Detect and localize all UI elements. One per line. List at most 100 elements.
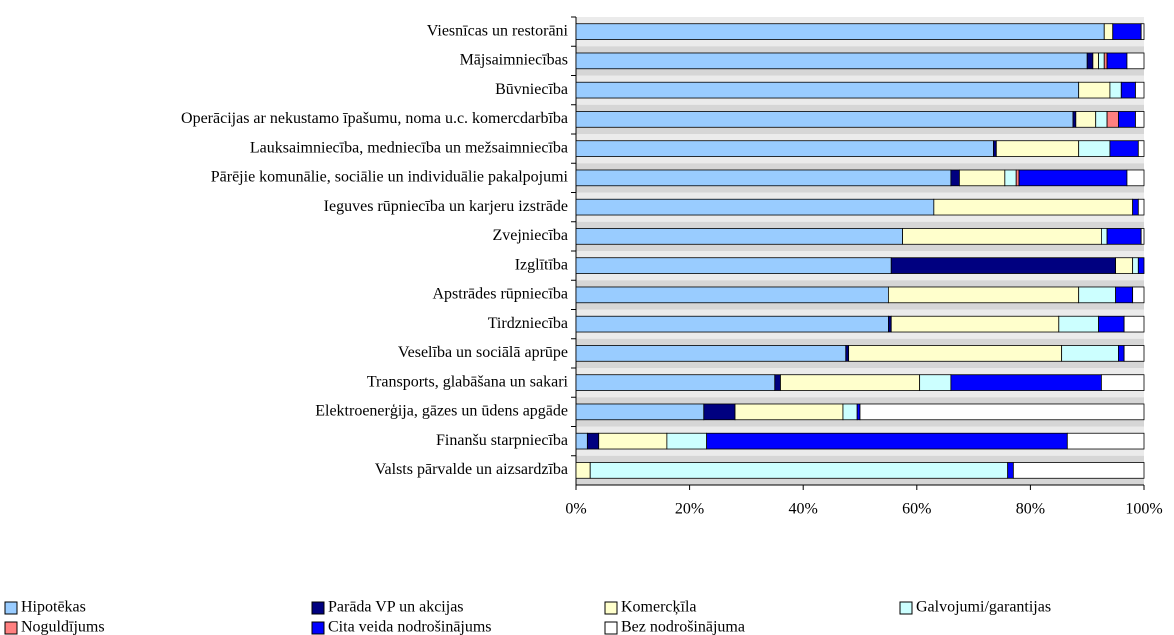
bar-segment xyxy=(1004,169,1017,187)
legend-label: Bez nodrošinājuma xyxy=(621,619,745,635)
bar-segment xyxy=(575,432,588,450)
bar-segment xyxy=(575,228,904,245)
y-tick-label: Veselība un sociālā aprūpe xyxy=(398,344,568,361)
legend-label: Galvojumi/garantijas xyxy=(916,599,1051,616)
bar-segment xyxy=(575,403,705,421)
bar-segment xyxy=(1066,432,1145,450)
bar-segment xyxy=(1123,315,1145,333)
bar-segment xyxy=(993,140,997,157)
legend-swatch xyxy=(604,621,618,635)
y-tick-label: Ieguves rūpniecība un karjeru izstrāde xyxy=(324,198,568,215)
bar-segment xyxy=(1058,315,1099,333)
bar-segment xyxy=(845,345,850,362)
bar-segment xyxy=(575,345,847,362)
bar-segment xyxy=(575,169,952,187)
bar-segment xyxy=(1126,52,1145,70)
bar-segment xyxy=(859,403,1145,421)
bar-segment xyxy=(890,257,1116,274)
bar-segment xyxy=(1118,345,1125,362)
legend-label: Parāda VP un akcijas xyxy=(328,599,464,616)
bar-segment xyxy=(1007,462,1014,479)
bar-segment xyxy=(1132,257,1139,274)
bar-segment xyxy=(1109,81,1122,99)
bar-segment xyxy=(589,462,1009,479)
bar-segment xyxy=(1140,23,1145,40)
bar-segment xyxy=(1086,52,1094,70)
bar-segment xyxy=(666,432,708,450)
bar-segment xyxy=(848,345,1063,362)
legend-swatch xyxy=(4,601,18,615)
legend-swatch xyxy=(899,601,913,615)
bar-segment xyxy=(1137,140,1145,157)
bar-segment xyxy=(1137,257,1145,274)
y-tick-label: Mājsaimniecības xyxy=(460,52,568,69)
y-tick-label: Tirdzniecība xyxy=(488,315,568,332)
bar-segment xyxy=(598,432,668,450)
x-tick-label: 20% xyxy=(675,501,704,518)
legend-label: Noguldījums xyxy=(21,619,105,635)
y-tick-label: Zvejniecība xyxy=(492,227,568,244)
bar-segment xyxy=(1012,462,1145,479)
x-tick-label: 0% xyxy=(565,501,586,518)
bar-segment xyxy=(575,140,994,157)
x-tick-label: 60% xyxy=(902,501,931,518)
bar-segment xyxy=(1135,81,1145,99)
y-tick-label: Operācijas ar nekustamo īpašumu, noma u.… xyxy=(181,110,568,127)
bar-segment xyxy=(919,374,952,391)
bar-segment xyxy=(1123,345,1145,362)
bar-segment xyxy=(1098,52,1105,70)
bar-segment xyxy=(995,140,1080,157)
bar-segment xyxy=(950,374,1102,391)
bar-segment xyxy=(1106,52,1128,70)
bar-segment xyxy=(1072,111,1077,128)
bar-segment xyxy=(780,374,921,391)
bar-segment xyxy=(1106,111,1119,128)
y-tick-label: Lauksaimniecība, medniecība un mežsaimni… xyxy=(250,139,568,156)
bar-segment xyxy=(1078,81,1111,99)
bar-segment xyxy=(842,403,858,421)
bar-segment xyxy=(575,315,889,333)
bar-segment xyxy=(1075,111,1097,128)
bar-segment xyxy=(950,169,960,187)
legend-label: Cita veida nodrošinājums xyxy=(328,619,492,635)
y-tick-label: Būvniecība xyxy=(495,81,568,98)
bar-segment xyxy=(888,286,1080,304)
bar-segment xyxy=(1101,374,1145,391)
bar-segment xyxy=(1103,23,1114,40)
bar-segment xyxy=(1137,198,1145,216)
y-tick-label: Valsts pārvalde un aizsardzība xyxy=(375,461,568,478)
bar-segment xyxy=(575,23,1105,40)
bar-segment xyxy=(575,257,892,274)
bar-segment xyxy=(888,315,892,333)
legend-swatch xyxy=(311,601,325,615)
bar-segment xyxy=(1118,111,1136,128)
y-tick-label: Pārējie komunālie, sociālie un individuā… xyxy=(211,169,569,186)
bar-segment xyxy=(1092,52,1099,70)
x-tick-label: 40% xyxy=(789,501,818,518)
bar-segment xyxy=(856,403,861,421)
bar-segment xyxy=(1126,169,1145,187)
y-tick-label: Apstrādes rūpniecība xyxy=(432,286,568,303)
y-tick-label: Viesnīcas un restorāni xyxy=(427,22,569,39)
bar-segment xyxy=(1103,52,1108,70)
bar-segment xyxy=(575,462,591,479)
bar-segment xyxy=(1106,228,1142,245)
bar-segment xyxy=(1078,286,1117,304)
bar-segment xyxy=(1120,81,1136,99)
bar-segment xyxy=(1112,23,1142,40)
y-tick-label: Izglītība xyxy=(515,256,568,273)
bar-segment xyxy=(575,374,776,391)
bar-segment xyxy=(575,286,889,304)
bar-segment xyxy=(575,81,1080,99)
bar-segment xyxy=(890,315,1060,333)
y-tick-label: Elektroenerģija, gāzes un ūdens apgāde xyxy=(315,403,568,420)
x-tick-label: 80% xyxy=(1016,501,1045,518)
bar-segment xyxy=(774,374,781,391)
bar-segment xyxy=(1135,111,1145,128)
bar-segment xyxy=(1109,140,1139,157)
bar-segment xyxy=(703,403,736,421)
bar-segment xyxy=(575,111,1074,128)
bar-segment xyxy=(1098,315,1125,333)
bar-segment xyxy=(1132,198,1139,216)
